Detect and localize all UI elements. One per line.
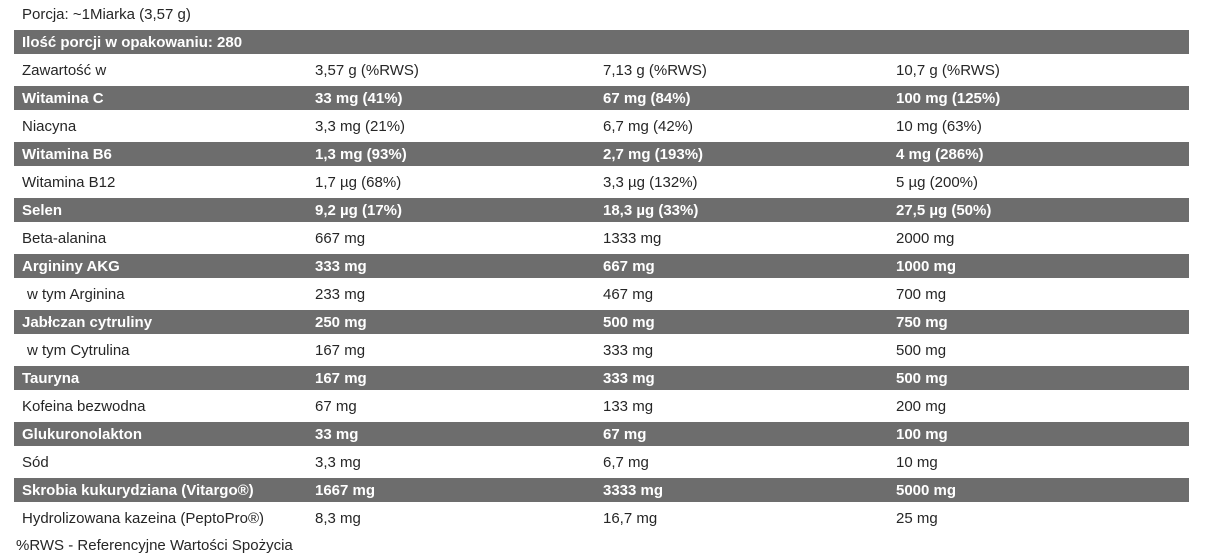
servings-per-container-text: Ilość porcji w opakowaniu: 280 (22, 33, 243, 51)
nutrient-row: Glukuronolakton 33 mg 67 mg 100 mg (0, 420, 1205, 448)
value-serving-3: 750 mg (896, 313, 948, 331)
nutrient-row: Skrobia kukurydziana (Vitargo®) 1667 mg … (0, 476, 1205, 504)
value-serving-1: 233 mg (315, 285, 366, 303)
value-serving-2: 6,7 mg (42%) (603, 117, 694, 135)
value-serving-3: 25 mg (896, 509, 938, 527)
nutrient-label: w tym Cytrulina (27, 341, 130, 359)
rws-footnote-text: %RWS - Referencyjne Wartości Spożycia (16, 537, 293, 554)
value-serving-3: 10 mg (63%) (896, 117, 982, 135)
value-serving-2: 500 mg (603, 313, 655, 331)
value-serving-3: 700 mg (896, 285, 947, 303)
value-serving-2: 1333 mg (603, 229, 662, 247)
value-serving-2: 3,3 µg (132%) (603, 173, 698, 191)
value-serving-3: 100 mg (896, 425, 948, 443)
nutrient-row: Witamina B12 1,7 µg (68%) 3,3 µg (132%) … (0, 168, 1205, 196)
footnote-row: %RWS - Referencyjne Wartości Spożycia (0, 532, 1205, 559)
value-serving-2: 333 mg (603, 341, 654, 359)
serving-size-text: Porcja: ~1Miarka (3,57 g) (22, 5, 191, 23)
nutrient-label: Zawartość w (22, 61, 107, 79)
value-serving-2: 467 mg (603, 285, 654, 303)
nutrient-row: w tym Arginina 233 mg 467 mg 700 mg (0, 280, 1205, 308)
nutrient-row: Hydrolizowana kazeina (PeptoPro®) 8,3 mg… (0, 504, 1205, 532)
nutrient-label: Skrobia kukurydziana (Vitargo®) (22, 481, 254, 499)
nutrient-row: Beta-alanina 667 mg 1333 mg 2000 mg (0, 224, 1205, 252)
nutrient-row: Witamina C 33 mg (41%) 67 mg (84%) 100 m… (0, 84, 1205, 112)
value-serving-1: 3,57 g (%RWS) (315, 61, 419, 79)
nutrient-row: Zawartość w 3,57 g (%RWS) 7,13 g (%RWS) … (0, 56, 1205, 84)
value-serving-3: 500 mg (896, 341, 947, 359)
nutrient-row: Jabłczan cytruliny 250 mg 500 mg 750 mg (0, 308, 1205, 336)
nutrient-label: Witamina B12 (22, 173, 116, 191)
nutrient-label: Sód (22, 453, 49, 471)
nutrient-row: Tauryna 167 mg 333 mg 500 mg (0, 364, 1205, 392)
value-serving-2: 2,7 mg (193%) (603, 145, 704, 163)
value-serving-1: 167 mg (315, 369, 367, 387)
value-serving-1: 667 mg (315, 229, 366, 247)
value-serving-1: 250 mg (315, 313, 367, 331)
nutrient-label: Hydrolizowana kazeina (PeptoPro®) (22, 509, 264, 527)
value-serving-2: 6,7 mg (603, 453, 649, 471)
nutrient-row: w tym Cytrulina 167 mg 333 mg 500 mg (0, 336, 1205, 364)
nutrient-rows: Zawartość w 3,57 g (%RWS) 7,13 g (%RWS) … (0, 56, 1205, 532)
nutrient-row: Niacyna 3,3 mg (21%) 6,7 mg (42%) 10 mg … (0, 112, 1205, 140)
value-serving-2: 667 mg (603, 257, 655, 275)
value-serving-1: 333 mg (315, 257, 367, 275)
value-serving-2: 67 mg (84%) (603, 89, 691, 107)
value-serving-2: 18,3 µg (33%) (603, 201, 699, 219)
nutrient-label: Glukuronolakton (22, 425, 142, 443)
value-serving-1: 33 mg (41%) (315, 89, 403, 107)
value-serving-1: 1,7 µg (68%) (315, 173, 402, 191)
nutrient-row: Witamina B6 1,3 mg (93%) 2,7 mg (193%) 4… (0, 140, 1205, 168)
value-serving-3: 1000 mg (896, 257, 957, 275)
value-serving-1: 8,3 mg (315, 509, 361, 527)
value-serving-1: 9,2 µg (17%) (315, 201, 403, 219)
nutrient-row: Selen 9,2 µg (17%) 18,3 µg (33%) 27,5 µg… (0, 196, 1205, 224)
value-serving-1: 1667 mg (315, 481, 376, 499)
nutrient-label: Tauryna (22, 369, 80, 387)
value-serving-1: 3,3 mg (21%) (315, 117, 406, 135)
value-serving-2: 133 mg (603, 397, 654, 415)
value-serving-1: 1,3 mg (93%) (315, 145, 407, 163)
nutrient-label: w tym Arginina (27, 285, 125, 303)
value-serving-1: 67 mg (315, 397, 357, 415)
value-serving-2: 67 mg (603, 425, 647, 443)
nutrient-label: Selen (22, 201, 63, 219)
servings-per-container-row: Ilość porcji w opakowaniu: 280 (0, 28, 1205, 56)
value-serving-1: 3,3 mg (315, 453, 361, 471)
value-serving-2: 16,7 mg (603, 509, 658, 527)
nutrient-label: Beta-alanina (22, 229, 107, 247)
value-serving-3: 5000 mg (896, 481, 957, 499)
value-serving-3: 500 mg (896, 369, 948, 387)
value-serving-3: 2000 mg (896, 229, 955, 247)
value-serving-3: 4 mg (286%) (896, 145, 984, 163)
value-serving-3: 5 µg (200%) (896, 173, 979, 191)
value-serving-3: 10,7 g (%RWS) (896, 61, 1000, 79)
nutrient-label: Kofeina bezwodna (22, 397, 146, 415)
value-serving-2: 3333 mg (603, 481, 664, 499)
nutrient-label: Witamina C (22, 89, 104, 107)
value-serving-3: 200 mg (896, 397, 947, 415)
serving-size-row: Porcja: ~1Miarka (3,57 g) (0, 0, 1205, 28)
nutrient-label: Jabłczan cytruliny (22, 313, 153, 331)
value-serving-3: 27,5 µg (50%) (896, 201, 992, 219)
value-serving-2: 7,13 g (%RWS) (603, 61, 707, 79)
value-serving-1: 33 mg (315, 425, 359, 443)
nutrient-row: Kofeina bezwodna 67 mg 133 mg 200 mg (0, 392, 1205, 420)
nutrient-row: Sód 3,3 mg 6,7 mg 10 mg (0, 448, 1205, 476)
value-serving-3: 10 mg (896, 453, 938, 471)
nutrient-label: Witamina B6 (22, 145, 112, 163)
nutrient-row: Argininy AKG 333 mg 667 mg 1000 mg (0, 252, 1205, 280)
value-serving-3: 100 mg (125%) (896, 89, 1001, 107)
value-serving-2: 333 mg (603, 369, 655, 387)
nutrient-label: Argininy AKG (22, 257, 120, 275)
value-serving-1: 167 mg (315, 341, 366, 359)
nutrient-label: Niacyna (22, 117, 77, 135)
